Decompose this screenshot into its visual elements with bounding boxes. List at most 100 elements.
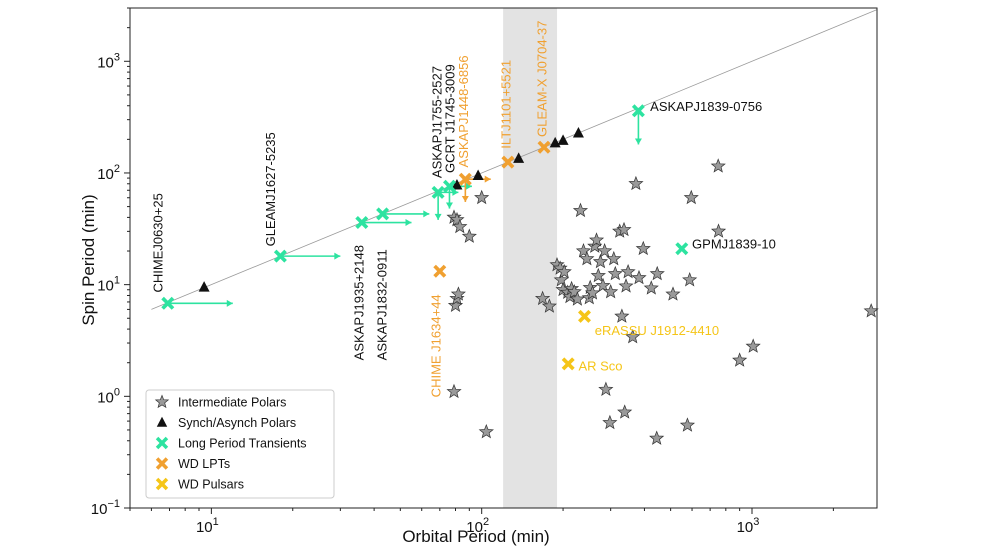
intermediate-polar-point <box>588 232 605 247</box>
limit-arrow <box>634 110 642 145</box>
legend-label: Intermediate Polars <box>178 396 286 410</box>
legend-entry: Synch/Asynch Polars <box>156 416 296 430</box>
intermediate-polar-point <box>679 417 696 432</box>
intermediate-polar-point <box>617 404 633 419</box>
x-axis-title: Orbital Period (min) <box>402 527 549 546</box>
long-period-transients-point <box>161 296 175 310</box>
polar-point <box>472 169 484 180</box>
source-label: CHIME J1634+44 <box>429 294 444 397</box>
intermediate-polar-point <box>635 240 651 256</box>
wd-lpts-point <box>458 172 472 186</box>
intermediate-polar-point <box>592 253 609 269</box>
intermediate-polar-point <box>620 263 636 279</box>
source-label: ILTJ1101+5521 <box>499 60 514 149</box>
x-tick-label: 103 <box>737 516 760 536</box>
source-label: GCRT J1745-3009 <box>443 64 458 173</box>
intermediate-polar-point <box>461 228 477 243</box>
intermediate-polar-point <box>683 189 699 205</box>
wd-pulsars-point <box>561 357 575 371</box>
long-period-transients-point <box>355 216 369 229</box>
long-period-transients-point <box>376 207 390 221</box>
intermediate-polar-point <box>478 423 494 439</box>
intermediate-polar-point <box>631 269 647 285</box>
annotation-layer: CHIMEJ0630+25 GLEAMJ1627-5235 ASKAPJ1935+2… <box>151 21 776 398</box>
intermediate-polar-point <box>579 250 595 266</box>
legend: Intermediate Polars Synch/Asynch Polars Lo… <box>145 389 335 499</box>
y-tick-label: 10−1 <box>91 498 120 518</box>
source-label: ASKAPJ1832-0911 <box>375 249 390 360</box>
intermediate-polar-point <box>616 221 632 237</box>
x-tick-label: 102 <box>466 516 489 536</box>
intermediate-polar-point <box>566 284 582 299</box>
intermediate-polar-point <box>710 223 727 238</box>
polar-point <box>198 281 210 292</box>
legend-marker <box>155 457 169 470</box>
intermediate-polar-point <box>602 414 618 430</box>
intermediate-polar-point <box>606 250 622 266</box>
y-tick-label: 100 <box>97 386 120 406</box>
source-label: ASKAPJ1935+2148 <box>351 245 366 360</box>
intermediate-polar-point <box>474 189 490 205</box>
axes-layer: 101 102 103 10−1 100 101 102 103 <box>91 7 878 536</box>
source-label: GPMJ1839-10 <box>692 237 776 252</box>
intermediate-polar-point <box>450 286 466 301</box>
x-tick-label: 101 <box>196 516 219 536</box>
legend-entry: WD LPTs <box>155 457 230 471</box>
shaded-band <box>503 8 558 508</box>
limit-arrow <box>361 219 412 227</box>
intermediate-polar-point <box>682 272 698 287</box>
legend-label: WD Pulsars <box>178 478 244 492</box>
intermediate-polar-point <box>603 284 619 299</box>
polar-point <box>513 152 525 163</box>
legend-marker <box>155 477 169 491</box>
intermediate-polar-point <box>710 158 726 173</box>
equality-line-layer <box>151 9 878 310</box>
limit-arrow <box>167 299 233 307</box>
intermediate-polar-point <box>452 218 468 234</box>
limit-arrow <box>461 179 469 202</box>
intermediate-polar-point <box>649 265 665 281</box>
polar-point <box>572 126 584 138</box>
intermediate-polar-point <box>584 285 601 300</box>
intermediate-polar-point <box>863 303 879 318</box>
intermediate-polar-point <box>590 267 606 283</box>
shaded-band-layer <box>503 8 558 508</box>
polar-point <box>557 134 569 145</box>
intermediate-polar-point <box>649 430 665 445</box>
intermediate-polar-point <box>569 291 586 306</box>
intermediate-polar-point <box>643 280 659 295</box>
y-axis-title: Spin Period (min) <box>79 194 98 325</box>
polar-point <box>451 179 463 190</box>
long-period-transients-point <box>431 185 445 199</box>
source-label: eRASSU J1912-4410 <box>595 323 719 338</box>
y-tick-label: 101 <box>97 275 120 295</box>
limit-arrow <box>280 252 341 260</box>
legend-marker <box>155 436 169 450</box>
limit-arrow <box>445 186 453 209</box>
y-tick-label: 102 <box>97 163 120 183</box>
intermediate-polar-point <box>534 290 551 306</box>
intermediate-polar-point <box>745 338 761 353</box>
intermediate-polar-point <box>553 272 569 287</box>
intermediate-polar-point <box>572 202 589 218</box>
wd-lpts-point <box>433 264 447 278</box>
y-tick-label: 103 <box>97 51 120 71</box>
wd-lpts-point <box>501 155 515 169</box>
limit-arrow <box>434 192 442 220</box>
long-period-transients-point <box>273 249 287 263</box>
intermediate-polar-point <box>595 277 611 293</box>
intermediate-polar-point <box>556 263 572 279</box>
long-period-transients-point <box>675 242 689 256</box>
data-point-layer <box>161 104 879 445</box>
legend-label: Long Period Transients <box>178 437 307 451</box>
source-label: ASKAPJ1839-0756 <box>650 99 762 114</box>
source-label: AR Sco <box>578 359 622 374</box>
intermediate-polar-point <box>446 383 462 399</box>
intermediate-polar-point <box>598 381 614 397</box>
plot-frame <box>129 7 878 509</box>
legend-marker <box>156 416 168 427</box>
intermediate-polar-point <box>541 298 557 313</box>
arrow-layer <box>167 110 642 307</box>
intermediate-polar-point <box>665 286 681 301</box>
